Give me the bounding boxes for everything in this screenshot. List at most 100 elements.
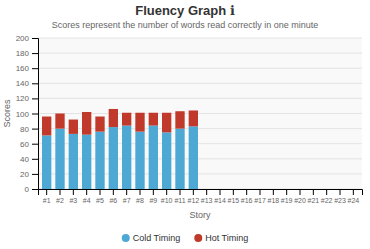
x-axis-line <box>39 190 363 196</box>
x-tick-label: #6 <box>109 197 117 204</box>
x-tick-label: #1 <box>43 197 51 204</box>
bar <box>42 135 51 189</box>
x-tick-label: #11 <box>174 197 185 204</box>
y-axis: 020406080100120140160180200 <box>16 34 39 194</box>
x-tick-mark <box>126 189 127 195</box>
y-tick-label: 180 <box>16 49 30 58</box>
x-tick: #11 <box>174 189 185 204</box>
x-tick: #17 <box>254 189 266 204</box>
bar <box>202 189 211 190</box>
x-tick-label: #14 <box>214 197 226 204</box>
bar <box>109 127 118 189</box>
y-axis-title: Scores <box>2 99 12 128</box>
bar <box>335 189 344 190</box>
x-tick: #23 <box>334 189 346 204</box>
x-tick-mark <box>260 189 261 195</box>
x-tick-mark <box>113 189 114 195</box>
bar <box>69 120 78 134</box>
bar <box>82 135 91 189</box>
x-tick-label: #23 <box>334 197 346 204</box>
bar <box>349 189 358 190</box>
y-tick-label: 140 <box>16 79 30 88</box>
bar <box>189 126 198 189</box>
x-tick-mark <box>300 189 301 195</box>
x-tick-mark <box>193 189 194 195</box>
x-tick: #13 <box>201 189 213 204</box>
y-tick-label: 0 <box>25 185 30 194</box>
x-tick-label: #17 <box>254 197 266 204</box>
x-tick: #22 <box>321 189 333 204</box>
y-tick: 200 <box>16 34 38 43</box>
y-tick: 120 <box>16 94 38 103</box>
x-tick: #1 <box>43 189 51 204</box>
bar <box>242 189 251 190</box>
bar <box>162 113 171 133</box>
legend-label: Hot Timing <box>205 233 248 243</box>
x-axis: #1#2#3#4#5#6#7#8#9#10#11#12#13#14#15#16#… <box>39 189 363 204</box>
x-tick: #18 <box>267 189 279 204</box>
x-tick-mark <box>86 189 87 195</box>
x-tick: #14 <box>214 189 226 204</box>
x-tick-label: #24 <box>347 197 359 204</box>
chart: Fluency Graph ℹScores represent the numb… <box>0 0 370 249</box>
bar <box>335 189 344 190</box>
x-tick-mark <box>166 189 167 195</box>
x-tick-label: #19 <box>281 197 293 204</box>
bar <box>322 189 331 190</box>
y-tick-mark <box>32 144 38 145</box>
bar <box>255 189 264 190</box>
y-tick: 160 <box>16 64 38 73</box>
bar <box>189 110 198 126</box>
x-tick-mark <box>60 189 61 195</box>
x-tick: #10 <box>161 189 173 204</box>
x-tick: #7 <box>123 189 131 204</box>
x-tick-label: #13 <box>201 197 213 204</box>
title: Fluency Graph ℹ <box>135 3 235 18</box>
x-tick-mark <box>73 189 74 195</box>
y-tick: 0 <box>25 185 38 194</box>
bar <box>322 189 331 190</box>
x-tick: #16 <box>241 189 253 204</box>
x-tick: #4 <box>83 189 91 204</box>
bar <box>229 189 238 190</box>
bar <box>202 189 211 190</box>
y-tick-mark <box>32 38 38 39</box>
bar <box>55 129 64 189</box>
y-tick-label: 100 <box>16 110 30 119</box>
x-tick-mark <box>233 189 234 195</box>
bar <box>242 189 251 190</box>
x-tick-label: #12 <box>187 197 199 204</box>
bar <box>295 189 304 190</box>
x-tick: #5 <box>96 189 104 204</box>
y-tick-mark <box>32 174 38 175</box>
x-tick: #20 <box>294 189 306 204</box>
grid-line <box>38 83 362 84</box>
bar <box>309 189 318 190</box>
plot-background <box>38 38 362 189</box>
x-tick-mark <box>286 189 287 195</box>
bar <box>215 189 224 190</box>
y-tick-mark <box>32 114 38 115</box>
bar <box>269 189 278 190</box>
legend-swatch <box>194 234 202 242</box>
y-tick-mark <box>32 68 38 69</box>
y-tick: 80 <box>20 125 38 134</box>
x-tick-mark <box>46 189 47 195</box>
y-tick-label: 120 <box>16 94 30 103</box>
x-tick-label: #15 <box>227 197 239 204</box>
grid <box>38 38 362 189</box>
grid-line <box>38 53 362 54</box>
x-tick-label: #16 <box>241 197 253 204</box>
x-tick: #24 <box>347 189 359 204</box>
y-tick: 60 <box>20 140 38 149</box>
legend-label: Cold Timing <box>133 233 181 243</box>
bar <box>309 189 318 190</box>
x-tick-label: #21 <box>307 197 319 204</box>
x-tick-mark <box>326 189 327 195</box>
y-tick: 140 <box>16 79 38 88</box>
x-tick: #21 <box>307 189 319 204</box>
y-axis-line <box>32 39 39 190</box>
bar <box>95 117 104 132</box>
series <box>42 109 198 135</box>
x-tick: #15 <box>227 189 239 204</box>
